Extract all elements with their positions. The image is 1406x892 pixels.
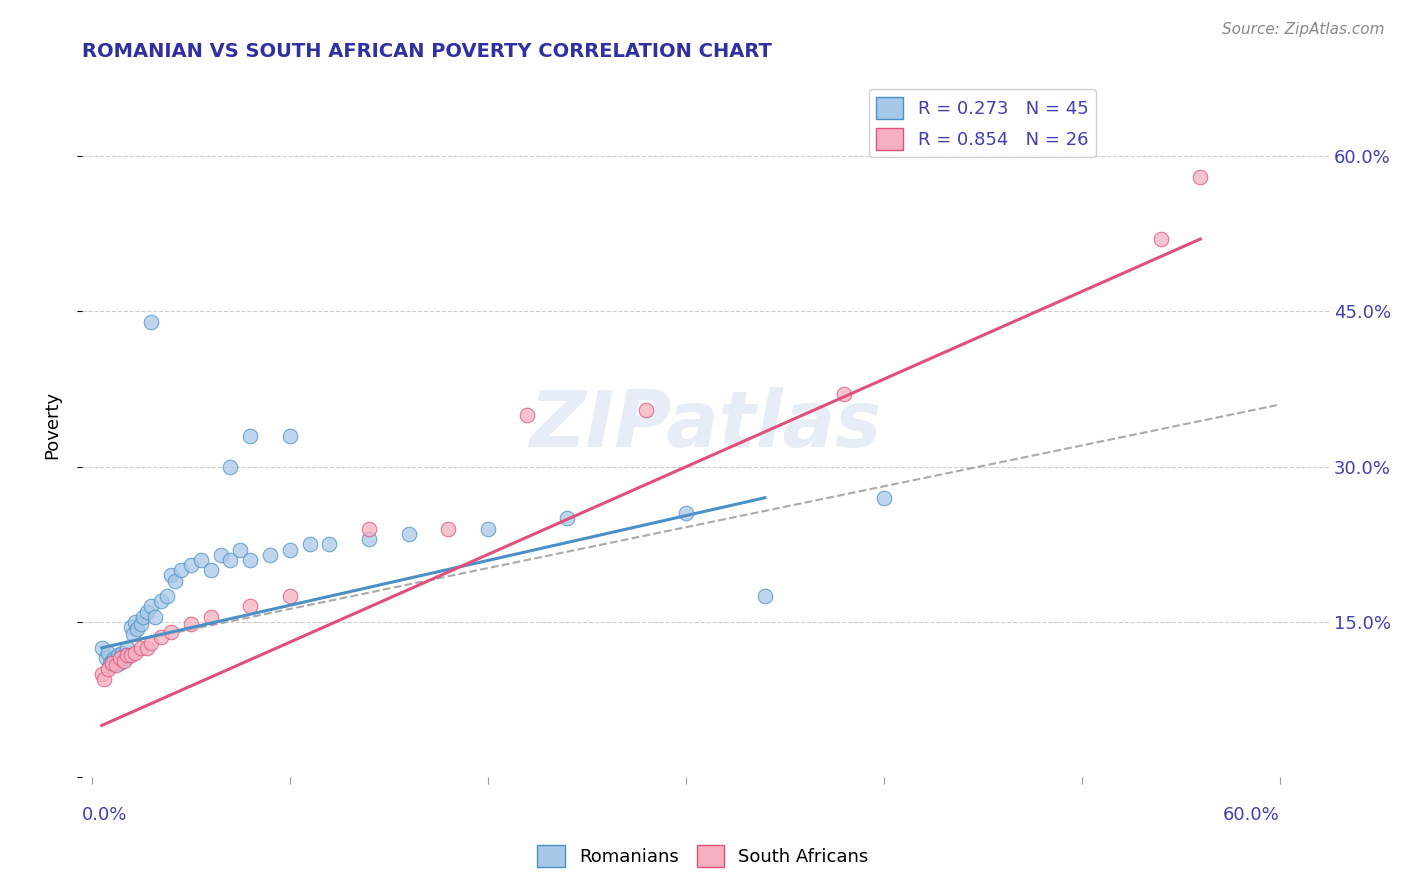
Point [108, 651, 131, 665]
Point [110, 646, 132, 660]
Point [141, 635, 163, 649]
Point [150, 594, 173, 608]
Point [239, 428, 262, 442]
Point [516, 408, 538, 422]
Point [120, 620, 142, 634]
Point [872, 491, 894, 505]
Point [298, 537, 321, 551]
Point [278, 428, 301, 442]
Point [100, 658, 122, 673]
Point [357, 522, 380, 536]
Point [108, 657, 131, 671]
Point [278, 589, 301, 603]
Point [141, 315, 163, 329]
Point [104, 658, 127, 673]
Text: Source: ZipAtlas.com: Source: ZipAtlas.com [1222, 22, 1385, 37]
Point [160, 568, 183, 582]
Point [107, 648, 129, 662]
Point [98, 657, 121, 671]
Point [190, 553, 212, 567]
Point [357, 532, 380, 546]
Point [180, 617, 202, 632]
Point [200, 563, 222, 577]
Point [170, 563, 193, 577]
Point [1150, 232, 1173, 246]
Point [398, 527, 420, 541]
Point [136, 605, 159, 619]
Point [477, 522, 499, 536]
Point [437, 522, 460, 536]
Point [97, 661, 120, 675]
Point [131, 640, 153, 655]
Point [124, 646, 146, 660]
Point [136, 640, 159, 655]
Point [156, 589, 179, 603]
Point [117, 648, 139, 662]
Point [94, 651, 117, 665]
Point [112, 648, 135, 662]
Point [141, 599, 163, 614]
Point [120, 648, 142, 662]
Point [219, 459, 242, 474]
Point [150, 631, 173, 645]
Point [219, 553, 242, 567]
Point [160, 625, 183, 640]
Point [143, 609, 166, 624]
Point [100, 657, 122, 671]
Point [93, 672, 115, 686]
Point [209, 548, 232, 562]
Text: ROMANIAN VS SOUTH AFRICAN POVERTY CORRELATION CHART: ROMANIAN VS SOUTH AFRICAN POVERTY CORREL… [82, 42, 772, 61]
Legend: Romanians, South Africans: Romanians, South Africans [530, 838, 876, 874]
Point [117, 640, 139, 655]
Point [675, 506, 697, 520]
Point [104, 653, 127, 667]
Point [131, 617, 153, 632]
Point [90, 640, 112, 655]
Point [180, 558, 202, 572]
Point [318, 537, 340, 551]
Point [124, 615, 146, 629]
Point [97, 646, 120, 660]
Point [90, 666, 112, 681]
Point [239, 599, 262, 614]
Point [278, 542, 301, 557]
Text: ZIPatlas: ZIPatlas [529, 387, 882, 463]
Point [229, 542, 252, 557]
Point [754, 589, 776, 603]
Point [832, 387, 855, 401]
Point [163, 574, 186, 588]
Point [1189, 169, 1212, 184]
Legend: R = 0.273   N = 45, R = 0.854   N = 26: R = 0.273 N = 45, R = 0.854 N = 26 [869, 89, 1095, 157]
Text: 0.0%: 0.0% [82, 806, 128, 824]
Point [127, 622, 149, 636]
Point [200, 609, 222, 624]
Point [132, 609, 155, 624]
Text: 60.0%: 60.0% [1223, 806, 1279, 824]
Point [114, 651, 136, 665]
Point [555, 511, 578, 525]
Point [122, 627, 145, 641]
Point [100, 654, 122, 668]
Point [636, 402, 658, 417]
Point [103, 651, 125, 665]
Point [112, 654, 135, 668]
Y-axis label: Poverty: Poverty [44, 392, 60, 459]
Point [239, 553, 262, 567]
Point [259, 548, 281, 562]
